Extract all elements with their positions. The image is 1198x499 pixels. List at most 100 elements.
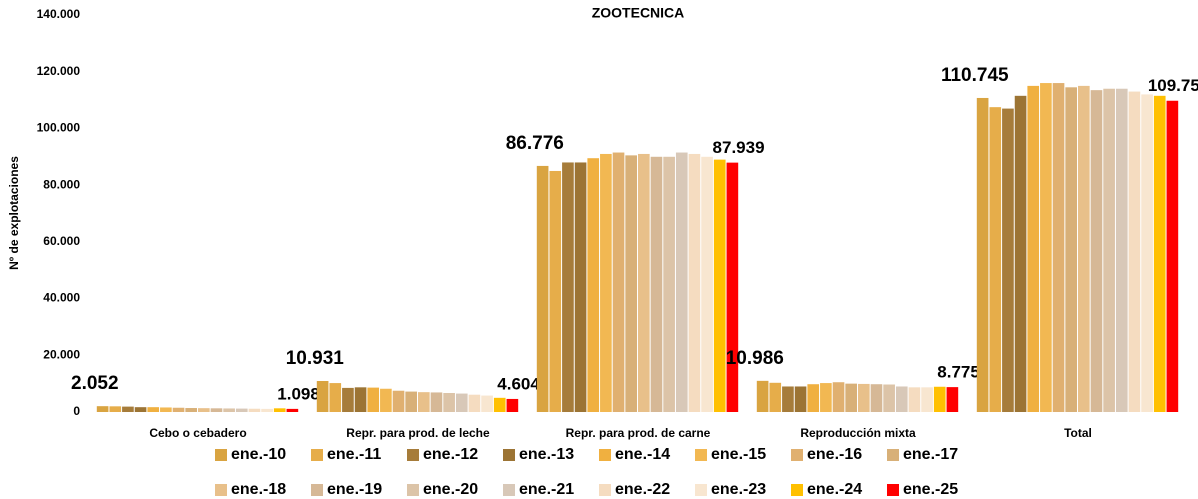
bar — [870, 384, 883, 412]
bar — [921, 387, 933, 412]
legend-swatch — [503, 484, 515, 496]
legend-swatch — [887, 484, 899, 496]
bar — [769, 382, 782, 412]
legend-label: ene.-10 — [231, 446, 286, 463]
x-tick-label: Cebo o cebadero — [149, 426, 246, 440]
legend-label: ene.-21 — [519, 481, 574, 498]
bar — [506, 398, 519, 412]
bar — [536, 165, 549, 412]
bar — [782, 386, 794, 412]
data-label: 4.604 — [497, 374, 540, 393]
chart-title: ZOOTECNICA — [592, 5, 685, 21]
data-label: 86.776 — [506, 133, 564, 154]
bar — [1090, 90, 1103, 413]
legend-swatch — [311, 449, 323, 461]
legend-label: ene.-23 — [711, 481, 766, 498]
bar — [1065, 87, 1077, 412]
bar — [989, 107, 1002, 413]
bar — [807, 384, 820, 412]
bar — [493, 397, 506, 412]
bar — [172, 407, 185, 412]
bar — [185, 408, 197, 412]
bar — [329, 383, 342, 412]
bar — [675, 152, 688, 412]
legend-label: ene.-11 — [327, 446, 381, 463]
bar — [650, 156, 663, 412]
bar — [286, 408, 299, 412]
legend-label: ene.-16 — [807, 446, 862, 463]
bar — [198, 408, 210, 412]
bar — [418, 392, 430, 412]
y-tick-label: 20.000 — [43, 347, 80, 361]
legend-label: ene.-24 — [807, 481, 862, 498]
bar — [210, 408, 223, 412]
bar — [1115, 88, 1128, 412]
y-tick-label: 0 — [73, 404, 80, 418]
bar — [455, 393, 468, 412]
legend-label: ene.-13 — [519, 446, 574, 463]
bar — [713, 159, 726, 412]
bar — [895, 386, 908, 412]
bar — [1128, 91, 1141, 413]
bar — [316, 381, 329, 412]
y-tick-label: 40.000 — [43, 291, 80, 305]
legend-swatch — [311, 484, 323, 496]
legend-label: ene.-17 — [903, 446, 958, 463]
bar — [1153, 95, 1166, 412]
x-tick-label: Reproducción mixta — [800, 426, 916, 440]
bar — [96, 406, 109, 412]
bar — [600, 153, 612, 412]
legend-label: ene.-19 — [327, 481, 382, 498]
data-label: 10.931 — [286, 348, 345, 369]
bar — [147, 407, 160, 412]
legend-swatch — [599, 449, 611, 461]
legend-label: ene.-15 — [711, 446, 766, 463]
data-label: 8.775 — [937, 363, 980, 382]
legend-swatch — [503, 449, 515, 461]
bar — [612, 152, 625, 412]
bar — [392, 390, 405, 412]
y-tick-label: 120.000 — [37, 64, 81, 78]
legend-swatch — [791, 449, 803, 461]
bar — [430, 392, 443, 412]
bar — [1078, 85, 1090, 413]
bar — [223, 408, 235, 412]
bar — [134, 407, 147, 412]
legend-label: ene.-14 — [615, 446, 670, 463]
y-axis-label: Nº de explotaciones — [7, 156, 21, 270]
legend-label: ene.-25 — [903, 481, 958, 498]
y-tick-label: 60.000 — [43, 234, 80, 248]
legend-swatch — [887, 449, 899, 461]
bar — [574, 162, 587, 412]
bar — [638, 153, 650, 412]
y-tick-label: 80.000 — [43, 177, 80, 191]
bar — [663, 156, 675, 412]
bar — [756, 380, 769, 412]
legend-swatch — [215, 484, 227, 496]
bar — [468, 394, 481, 412]
bar — [587, 158, 600, 412]
bar — [342, 387, 354, 412]
bar — [832, 382, 845, 412]
bar — [1141, 94, 1153, 413]
bar — [820, 383, 832, 412]
legend-label: ene.-22 — [615, 481, 670, 498]
bar — [883, 384, 895, 412]
legend-swatch — [791, 484, 803, 496]
bar — [845, 383, 857, 412]
bar — [109, 406, 122, 412]
bar — [481, 395, 493, 412]
bar — [1040, 83, 1052, 413]
data-label: 110.745 — [941, 65, 1009, 86]
bar — [688, 153, 701, 412]
data-label: 87.939 — [713, 138, 765, 157]
bar — [1052, 83, 1065, 413]
bar — [354, 387, 367, 412]
x-tick-label: Repr. para prod. de leche — [346, 426, 490, 440]
y-tick-label: 100.000 — [37, 121, 81, 135]
bar — [625, 155, 637, 412]
legend-swatch — [215, 449, 227, 461]
y-tick-label: 140.000 — [37, 7, 81, 21]
legend-swatch — [695, 484, 707, 496]
data-label: 109.756 — [1148, 76, 1198, 95]
